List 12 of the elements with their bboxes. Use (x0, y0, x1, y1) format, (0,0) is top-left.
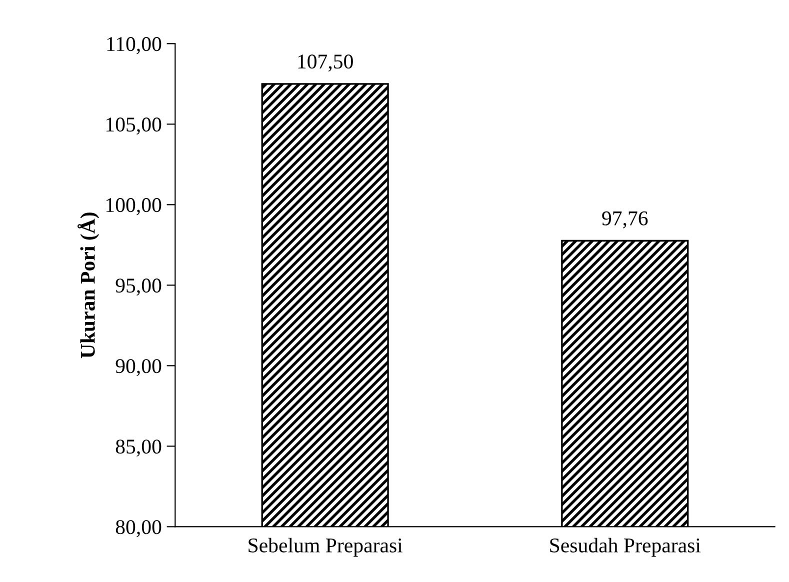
x-tick-label: Sebelum Preparasi (248, 538, 402, 557)
y-axis-title: Ukuran Pori (Å) (78, 212, 100, 358)
y-tick-label: 95,00 (116, 278, 162, 296)
data-label: 107,50 (298, 54, 353, 72)
y-tick-label: 80,00 (116, 520, 162, 538)
data-label: 97,76 (602, 211, 648, 228)
y-tick-label: 90,00 (116, 359, 162, 376)
y-tick-label: 100,00 (106, 198, 162, 216)
y-tick-label: 110,00 (107, 37, 162, 54)
y-tick-label: 105,00 (106, 118, 162, 135)
x-tick-label: Sesudah Preparasi (550, 538, 701, 557)
y-tick-label: 85,00 (116, 440, 162, 457)
